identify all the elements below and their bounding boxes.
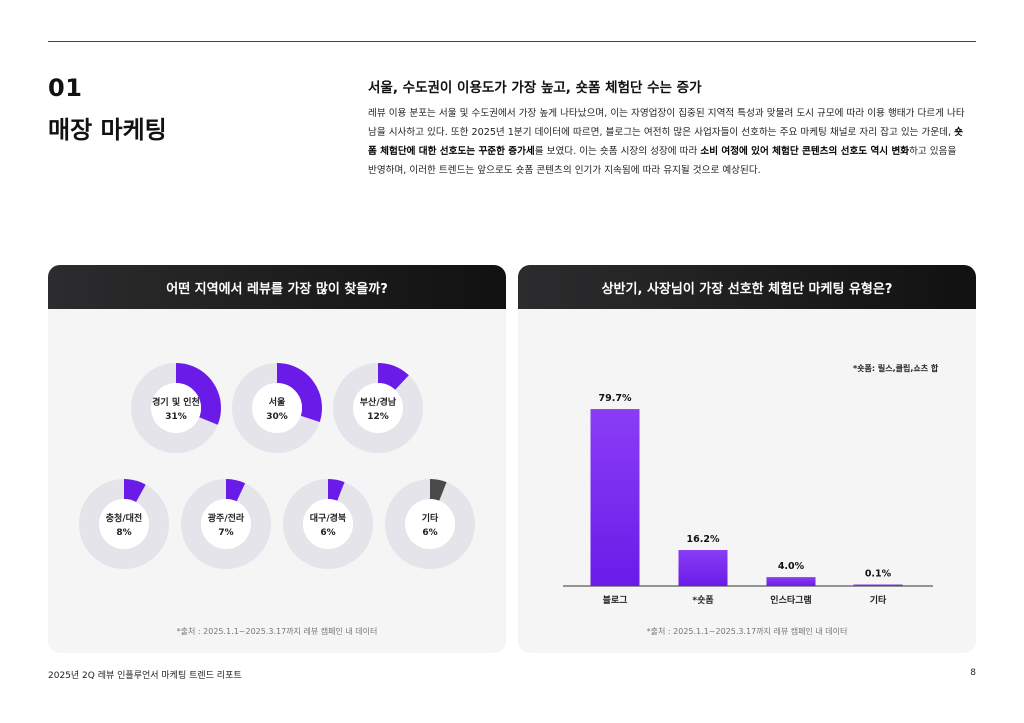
bar-value-label: 79.7%	[599, 393, 632, 404]
body-bold-1: 숏폼 체험단에 대한 선호도는 꾸준한 증가세	[368, 127, 963, 157]
donut-3: 부산/경남 12%	[333, 363, 423, 453]
donut-region-label: 충청/대전	[106, 512, 142, 524]
donut-1: 경기 및 인천 31%	[131, 363, 221, 453]
body-text-1: 레뷰 이용 분포는 서울 및 수도권에서 가장 높게 나타났으며, 이는 자영업…	[368, 108, 965, 138]
bar-value-label: 0.1%	[865, 569, 892, 580]
donut-slice	[333, 363, 423, 453]
bar-category-label: 기타	[870, 594, 887, 606]
bar-value-label: 4.0%	[778, 561, 805, 572]
donut-4: 충청/대전 8%	[79, 479, 169, 569]
type-bar-chart: 79.7% 블로그 16.2% *숏폼 4.0% 인스타그램 0.1% 기타	[563, 393, 933, 606]
shortform-footnote: *숏폼: 릴스,클립,쇼츠 합	[853, 364, 939, 373]
type-source-note: *출처 : 2025.1.1~2025.3.17까지 레뷰 캠페인 내 데이터	[646, 627, 848, 636]
donut-center	[151, 383, 201, 433]
donut-region-label: 대구/경북	[310, 512, 346, 524]
donut-region-label: 기타	[422, 512, 439, 524]
bar-1	[590, 409, 640, 586]
donut-center	[405, 499, 455, 549]
donut-percent-label: 6%	[320, 528, 335, 538]
bar-category-label: *숏폼	[692, 594, 713, 606]
section-number: 01	[48, 74, 83, 102]
donut-7: 기타 6%	[385, 479, 475, 569]
bar-category-label: 블로그	[603, 595, 628, 606]
body-text-3: 하고 있음을 반영하며, 이러한 트렌드는 앞으로도 숏폼 콘텐츠의 인기가 지…	[368, 146, 957, 176]
donut-region-label: 부산/경남	[360, 396, 397, 408]
donut-5: 광주/전라 7%	[181, 479, 271, 569]
region-panel-title: 어떤 지역에서 레뷰를 가장 많이 찾을까?	[48, 265, 506, 309]
type-panel: 상반기, 사장님이 가장 선호한 체험단 마케팅 유형은? 79.7% 블로그 16…	[518, 265, 976, 653]
top-divider	[48, 41, 976, 42]
donut-slice	[385, 479, 475, 569]
donut-slice	[131, 363, 221, 453]
donut-center	[353, 383, 403, 433]
donut-center	[252, 383, 302, 433]
donut-region-label: 광주/전라	[208, 512, 245, 524]
region-panel: 어떤 지역에서 레뷰를 가장 많이 찾을까? 경기 및 인천 31% 서울 30% 부산…	[48, 265, 506, 653]
region-source-note: *출처 : 2025.1.1~2025.3.17까지 레뷰 캠페인 내 데이터	[176, 627, 378, 636]
donut-slice	[79, 479, 169, 569]
donut-percent-label: 12%	[367, 412, 389, 422]
body-bold-2: 소비 여정에 있어 체험단 콘텐츠의 선호도 역시 변화	[700, 146, 910, 157]
donut-percent-label: 31%	[165, 412, 187, 422]
donut-2: 서울 30%	[232, 363, 322, 453]
bar-3	[766, 577, 816, 586]
bar-value-label: 16.2%	[687, 534, 720, 545]
donut-center	[99, 499, 149, 549]
footer-report-title: 2025년 2Q 레뷰 인플루언서 마케팅 트렌드 리포트	[48, 671, 242, 681]
region-donut-chart: 경기 및 인천 31% 서울 30% 부산/경남 12% 충청/대전 8% 광주/전라 7% 대구/…	[79, 363, 475, 569]
donut-percent-label: 30%	[266, 412, 288, 422]
type-panel-title: 상반기, 사장님이 가장 선호한 체험단 마케팅 유형은?	[518, 265, 976, 309]
donut-percent-label: 8%	[116, 528, 131, 538]
body-paragraph: 레뷰 이용 분포는 서울 및 수도권에서 가장 높게 나타났으며, 이는 자영업…	[368, 104, 968, 180]
donut-slice	[283, 479, 373, 569]
donut-center	[303, 499, 353, 549]
page-number: 8	[970, 668, 976, 678]
donut-region-label: 경기 및 인천	[152, 396, 200, 408]
headline: 서울, 수도권이 이용도가 가장 높고, 숏폼 체험단 수는 증가	[368, 80, 702, 96]
donut-slice	[232, 363, 322, 453]
donut-region-label: 서울	[269, 396, 286, 408]
donut-percent-label: 6%	[422, 528, 437, 538]
donut-percent-label: 7%	[218, 528, 233, 538]
bar-2	[678, 550, 728, 586]
section-title: 매장 마케팅	[48, 116, 167, 144]
body-text-2: 를 보였다. 이는 숏폼 시장의 성장에 따라	[534, 146, 701, 157]
donut-center	[201, 499, 251, 549]
donut-6: 대구/경북 6%	[283, 479, 373, 569]
bar-4	[853, 584, 903, 586]
bar-category-label: 인스타그램	[770, 594, 811, 606]
donut-slice	[181, 479, 271, 569]
